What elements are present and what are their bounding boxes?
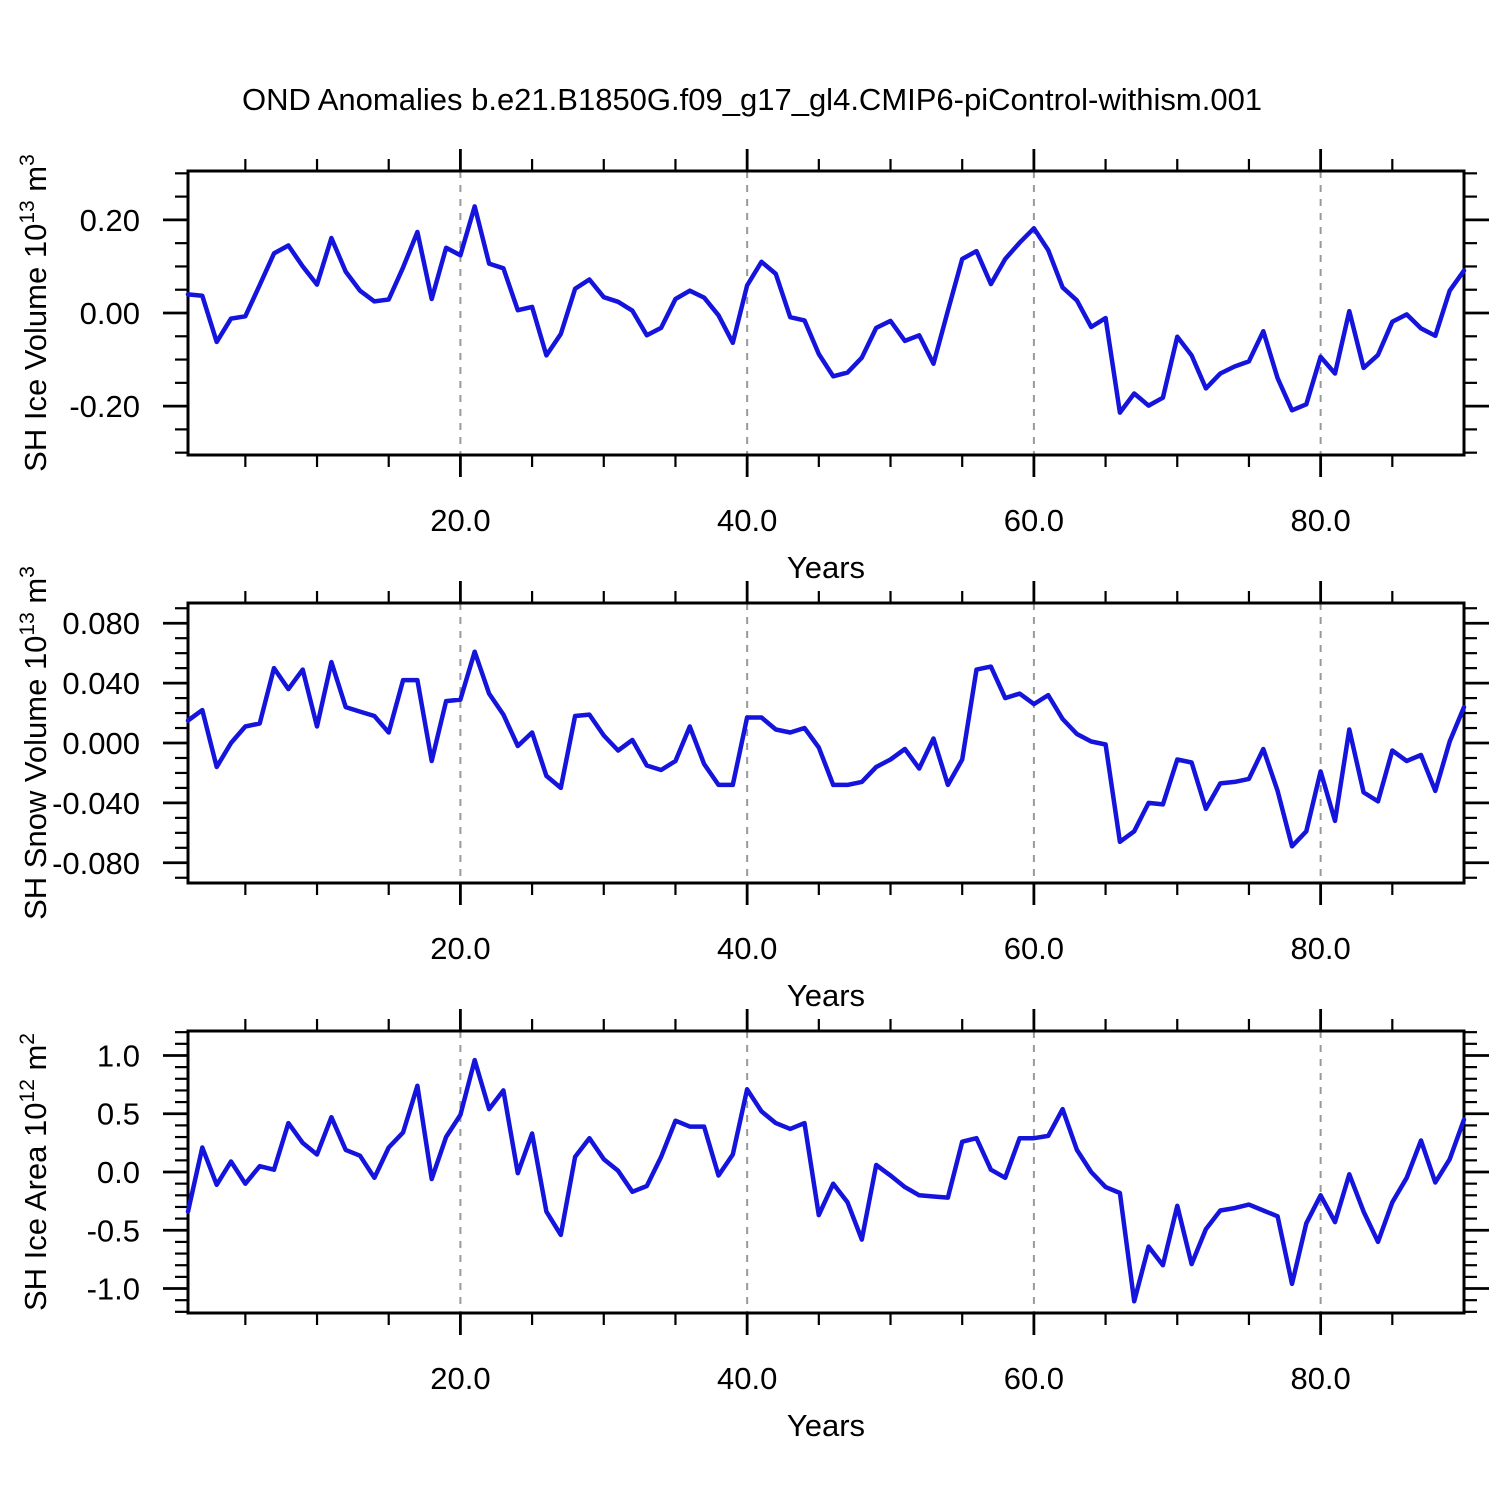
x-tick-label: 60.0 bbox=[1004, 931, 1064, 966]
x-axis-label: Years bbox=[787, 1408, 865, 1443]
y-axis-label: SH Ice Volume 1013 m3 bbox=[16, 154, 53, 472]
x-tick-label: 80.0 bbox=[1290, 1361, 1350, 1396]
y-axis-label: SH Snow Volume 1013 m3 bbox=[16, 566, 53, 920]
y-tick-label: 1.0 bbox=[97, 1038, 140, 1073]
sh-ice-volume-panel: 0.20 0.00 -0.20 20.0 40.0 60.0 80.0 Years SH Ice… bbox=[16, 149, 1489, 585]
sh-snow-volume-line bbox=[185, 649, 1467, 849]
x-tick-label: 40.0 bbox=[717, 931, 777, 966]
x-tick-label: 40.0 bbox=[717, 503, 777, 538]
x-axis-label: Years bbox=[787, 550, 865, 585]
y-tick-label: -0.20 bbox=[69, 389, 140, 424]
y-tick-label: 0.20 bbox=[80, 203, 140, 238]
y-axis-label: SH Ice Area 1012 m2 bbox=[16, 1033, 53, 1311]
sh-ice-area-line bbox=[185, 1057, 1467, 1304]
x-axis-label: Years bbox=[787, 978, 865, 1013]
y-tick-label: -1.0 bbox=[87, 1272, 140, 1307]
x-tick-label: 60.0 bbox=[1004, 1361, 1064, 1396]
sh-ice-volume-frame bbox=[186, 169, 1466, 457]
y-tick-label: 0.00 bbox=[80, 296, 140, 331]
x-tick-label: 60.0 bbox=[1004, 503, 1064, 538]
sh-snow-volume-frame bbox=[186, 601, 1466, 885]
sh-ice-volume-line bbox=[185, 204, 1467, 415]
y-tick-label: -0.080 bbox=[52, 846, 140, 881]
sh-snow-volume-panel: 0.080 0.040 0.000 -0.040 -0.080 20.0 40.0 60.0 8… bbox=[16, 566, 1489, 1013]
sh-ice-area-panel: 1.0 0.5 0.0 -0.5 -1.0 20.0 40.0 60.0 80.0 Years SH… bbox=[16, 1009, 1489, 1443]
x-tick-label: 80.0 bbox=[1290, 503, 1350, 538]
x-tick-label: 20.0 bbox=[430, 503, 490, 538]
x-tick-label: 20.0 bbox=[430, 931, 490, 966]
plot-title: OND Anomalies b.e21.B1850G.f09_g17_gl4.C… bbox=[241, 82, 1263, 117]
y-tick-label: 0.080 bbox=[62, 606, 140, 641]
y-tick-label: -0.040 bbox=[52, 786, 140, 821]
y-tick-label: 0.0 bbox=[97, 1155, 140, 1190]
y-tick-label: 0.040 bbox=[62, 666, 140, 701]
x-tick-label: 80.0 bbox=[1290, 931, 1350, 966]
y-tick-label: -0.5 bbox=[87, 1213, 140, 1248]
y-tick-label: 0.000 bbox=[62, 726, 140, 761]
sh-ice-area-frame bbox=[186, 1029, 1466, 1315]
x-tick-label: 40.0 bbox=[717, 1361, 777, 1396]
y-tick-label: 0.5 bbox=[97, 1097, 140, 1132]
x-tick-label: 20.0 bbox=[430, 1361, 490, 1396]
